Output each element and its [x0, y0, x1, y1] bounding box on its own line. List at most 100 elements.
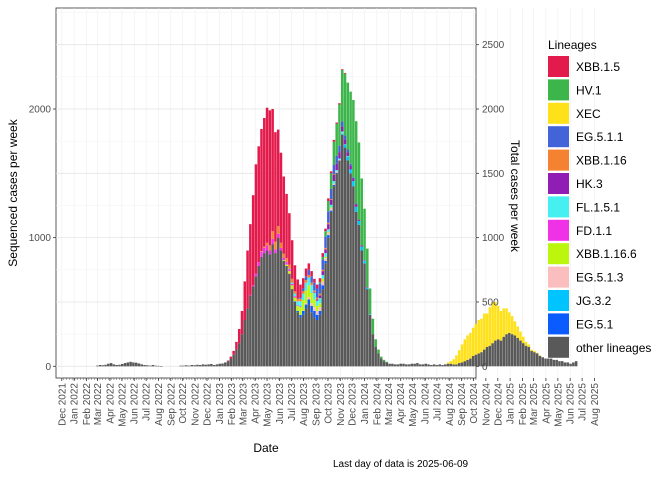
bar-segment — [327, 198, 330, 201]
bar-segment — [329, 171, 333, 174]
bar-segment — [332, 139, 336, 142]
bar-segment — [302, 288, 305, 292]
bar-segment — [207, 364, 210, 367]
data-caption: Last day of data is 2025-06-09 — [333, 459, 469, 470]
bar-segment — [466, 359, 469, 367]
bar-segment — [329, 208, 333, 211]
bar-segment — [569, 363, 572, 367]
bar-segment — [324, 256, 327, 259]
plot-panel — [55, 7, 595, 379]
legend-swatch-xbb-1-16 — [548, 149, 569, 171]
bar-segment — [109, 363, 113, 367]
bar-segment — [457, 363, 461, 367]
bar-segment — [282, 260, 286, 367]
bar-segment — [246, 308, 249, 367]
bar-segment — [346, 152, 350, 156]
bar-segment — [332, 183, 336, 185]
bar-segment — [368, 314, 372, 367]
bar-segment — [469, 358, 472, 367]
bar-segment — [324, 263, 327, 367]
bar-segment — [290, 282, 294, 284]
bar-segment — [377, 349, 380, 354]
bar-segment — [471, 327, 475, 357]
bar-segment — [538, 355, 542, 356]
bar-segment — [343, 139, 347, 145]
bar-segment — [524, 345, 528, 367]
bar-segment — [332, 141, 336, 165]
bar-segment — [296, 298, 299, 302]
legend-swatch-hv-1 — [548, 79, 569, 101]
bar-segment — [302, 293, 305, 301]
bar-segment — [313, 307, 316, 311]
bar-segment — [485, 347, 489, 367]
bar-segment — [251, 195, 255, 286]
bar-segment — [555, 359, 558, 367]
bar-segment — [485, 313, 489, 347]
bar-segment — [332, 181, 336, 184]
bar-segment — [338, 103, 341, 105]
bar-segment — [263, 246, 266, 248]
bar-segment — [104, 364, 107, 367]
x-tick-label: Jul 2024 — [432, 383, 443, 421]
bar-segment — [299, 317, 302, 367]
bar-segment — [335, 173, 338, 367]
y-axis-right-title: Total cases per week — [508, 140, 522, 253]
bar-segment — [313, 299, 316, 308]
bar-segment — [357, 142, 361, 220]
bar-segment — [357, 220, 361, 225]
bar-segment — [263, 118, 266, 247]
bar-segment — [196, 364, 199, 367]
bar-segment — [198, 365, 202, 367]
x-tick-label: May 2024 — [408, 383, 419, 427]
bar-segment — [249, 295, 252, 367]
bar-segment — [260, 128, 263, 252]
bar-segment — [288, 269, 291, 272]
bar-segment — [132, 362, 135, 367]
bar-segment — [332, 184, 336, 187]
bar-segment — [310, 285, 313, 293]
bar-segment — [424, 363, 428, 367]
bar-segment — [382, 359, 386, 362]
bar-segment — [524, 341, 528, 346]
bar-segment — [449, 363, 453, 367]
bar-segment — [510, 334, 514, 367]
bar-segment — [349, 169, 352, 174]
bar-segment — [360, 178, 363, 246]
bar-segment — [240, 310, 244, 335]
bar-segment — [327, 200, 330, 212]
bar-segment — [257, 146, 260, 263]
bars — [95, 69, 578, 367]
bar-segment — [346, 160, 350, 367]
bar-segment — [329, 199, 333, 205]
bar-segment — [563, 362, 567, 367]
y-axis-left: 0 1000 2000 — [29, 105, 56, 373]
y-axis-right: 0 500 1000 1500 2000 2500 — [476, 40, 505, 373]
x-tick-label: Feb 2022 — [82, 383, 93, 426]
bar-segment — [341, 131, 344, 133]
bar-segment — [201, 364, 205, 367]
bar-segment — [299, 306, 302, 308]
x-tick-label: Mar 2024 — [384, 383, 395, 426]
bar-segment — [444, 364, 447, 367]
bar-segment — [299, 298, 302, 302]
bar-segment — [288, 273, 291, 367]
bar-segment — [304, 308, 308, 367]
y-axis-left-title: Sequenced cases per week — [6, 118, 20, 266]
bar-segment — [341, 69, 344, 70]
bar-segment — [302, 310, 305, 315]
bar-segment — [315, 314, 319, 320]
bar-segment — [343, 144, 347, 146]
bar-segment — [268, 110, 272, 246]
bar-segment — [257, 262, 260, 266]
bar-segment — [290, 240, 294, 279]
legend-label-eg-5-1-1: EG.5.1.1 — [576, 130, 624, 144]
x-tick-label: Aug 2024 — [445, 383, 456, 426]
bar-segment — [371, 318, 375, 335]
y-right-tick-label: 2000 — [482, 105, 505, 116]
bar-segment — [538, 356, 542, 367]
bar-segment — [285, 264, 288, 266]
x-tick-label: Aug 2023 — [299, 383, 310, 426]
bar-segment — [190, 365, 194, 367]
bar-segment — [318, 293, 322, 296]
bar-segment — [477, 319, 480, 354]
